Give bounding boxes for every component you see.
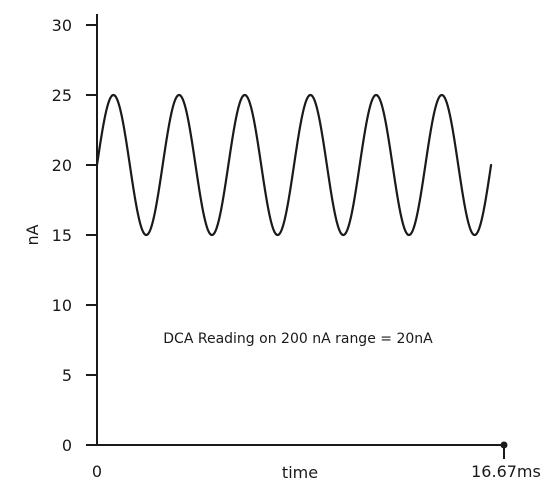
series-line-0 — [95, 93, 493, 237]
y-axis-title: nA — [23, 224, 42, 245]
x-tick-label-start: 0 — [92, 462, 102, 481]
x-axis-title: time — [282, 463, 318, 481]
y-tick-label-0: 0 — [62, 436, 72, 455]
y-tick-label-20: 20 — [52, 156, 72, 175]
y-axis: 0 5 10 15 20 25 30 — [52, 14, 98, 455]
x-axis: 0 16.67ms — [92, 441, 541, 481]
y-tick-label-25: 25 — [52, 86, 72, 105]
x-tick-label-end: 16.67ms — [471, 462, 541, 481]
series-layer — [95, 93, 493, 237]
y-tick-label-10: 10 — [52, 296, 72, 315]
y-tick-label-15: 15 — [52, 226, 72, 245]
x-axis-end-marker — [500, 441, 508, 449]
chart-annotation: DCA Reading on 200 nA range = 20nA — [163, 331, 433, 347]
y-tick-label-5: 5 — [62, 366, 72, 385]
y-tick-label-30: 30 — [52, 16, 72, 35]
